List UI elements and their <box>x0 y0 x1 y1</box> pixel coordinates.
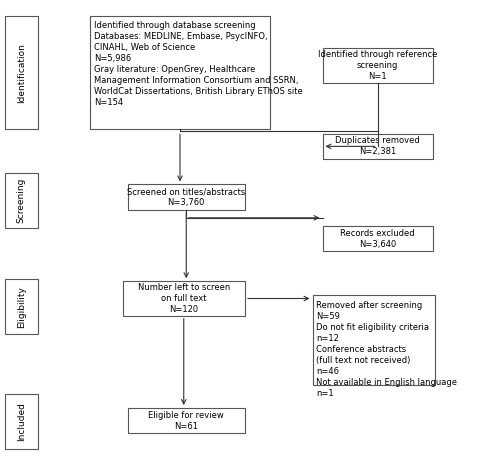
Text: Records excluded
N=3,640: Records excluded N=3,640 <box>340 229 415 248</box>
FancyBboxPatch shape <box>322 226 432 251</box>
FancyBboxPatch shape <box>5 173 38 228</box>
FancyBboxPatch shape <box>122 281 245 316</box>
FancyBboxPatch shape <box>322 134 432 159</box>
FancyBboxPatch shape <box>5 16 38 129</box>
Text: Number left to screen
on full text
N=120: Number left to screen on full text N=120 <box>138 283 230 314</box>
FancyBboxPatch shape <box>322 48 432 83</box>
Text: Duplicates removed
N=2,381: Duplicates removed N=2,381 <box>335 136 420 156</box>
Text: Screened on titles/abstracts
N=3,760: Screened on titles/abstracts N=3,760 <box>127 187 246 207</box>
FancyBboxPatch shape <box>312 295 435 385</box>
FancyBboxPatch shape <box>128 184 245 210</box>
Text: Identified through reference
screening
N=1: Identified through reference screening N… <box>318 50 437 81</box>
FancyBboxPatch shape <box>128 408 245 433</box>
Text: Included: Included <box>17 402 26 441</box>
Text: Eligible for review
N=61: Eligible for review N=61 <box>148 411 224 431</box>
FancyBboxPatch shape <box>90 16 270 129</box>
Text: Removed after screening
N=59
Do not fit eligibility criteria
n=12
Conference abs: Removed after screening N=59 Do not fit … <box>316 301 458 398</box>
Text: Identification: Identification <box>17 43 26 102</box>
FancyBboxPatch shape <box>5 279 38 334</box>
Text: Eligibility: Eligibility <box>17 286 26 327</box>
Text: Identified through database screening
Databases: MEDLINE, Embase, PsycINFO,
CINA: Identified through database screening Da… <box>94 21 303 107</box>
Text: Screening: Screening <box>17 178 26 223</box>
FancyBboxPatch shape <box>5 394 38 449</box>
